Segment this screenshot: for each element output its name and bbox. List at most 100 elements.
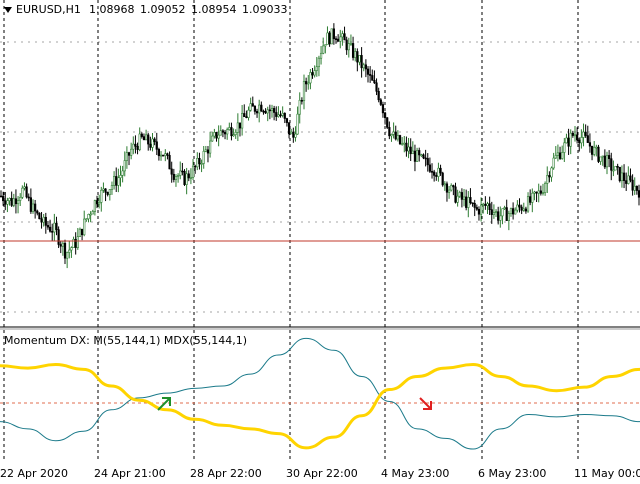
candle-body	[313, 70, 316, 76]
candle-body	[281, 112, 284, 116]
candle-body	[213, 132, 216, 137]
x-axis-label: 6 May 23:00	[478, 467, 546, 480]
candle-body	[66, 252, 69, 259]
candle-body	[215, 132, 218, 139]
x-axis-label: 4 May 23:00	[381, 467, 449, 480]
candle-body	[578, 139, 581, 144]
candle-body	[413, 150, 417, 162]
candle-body	[450, 185, 453, 191]
candle-body	[74, 238, 77, 248]
candle-body	[292, 131, 295, 138]
candle-body	[409, 146, 412, 155]
candle-body	[548, 175, 551, 178]
candle-body	[179, 170, 182, 176]
candle-body	[217, 134, 220, 139]
candle-body	[2, 195, 5, 202]
candle-body	[576, 134, 579, 141]
candle-body	[57, 229, 60, 245]
candle-body	[130, 148, 133, 156]
candle-body	[140, 133, 143, 137]
momentum-line	[0, 363, 640, 450]
candle-body	[262, 110, 265, 113]
candle-body	[330, 28, 333, 45]
candle-body	[492, 212, 496, 215]
candle-body	[488, 203, 491, 210]
candle-body	[159, 154, 163, 157]
candle-body	[319, 52, 323, 59]
candle-body	[546, 175, 549, 184]
candle-body	[211, 135, 214, 142]
candle-body	[339, 36, 342, 42]
candle-body	[209, 140, 212, 154]
candle-body	[471, 202, 474, 204]
candle-body	[25, 186, 28, 198]
candle-body	[341, 33, 344, 38]
candle-body	[337, 38, 340, 42]
candle-body	[194, 165, 197, 168]
candle-body	[430, 171, 434, 173]
candle-body	[424, 157, 427, 160]
candle-body	[243, 113, 246, 117]
candle-body	[396, 135, 399, 140]
candle-body	[503, 207, 506, 210]
candle-body	[223, 132, 227, 135]
buy-arrow-icon	[157, 397, 171, 411]
candle-body	[251, 103, 254, 107]
candle-body	[236, 122, 239, 133]
candle-body	[563, 142, 566, 153]
candle-body	[70, 247, 73, 251]
quote-close: 1.09033	[242, 3, 288, 16]
candle-body	[452, 185, 455, 188]
candle-body	[443, 183, 446, 186]
candle-body	[275, 112, 278, 117]
candle-body	[93, 200, 96, 212]
triangle-down-icon[interactable]	[4, 7, 12, 13]
indicator-label: Momentum DX: M(55,144,1) MDX(55,144,1)	[4, 334, 247, 347]
candle-body	[61, 242, 64, 247]
candle-body	[456, 195, 459, 203]
candle-body	[383, 112, 387, 119]
candle-body	[234, 131, 237, 135]
candle-body	[580, 137, 583, 144]
candle-body	[569, 132, 572, 147]
candle-body	[375, 82, 378, 92]
candle-body	[595, 146, 598, 149]
candle-body	[603, 155, 606, 168]
candle-body	[433, 171, 436, 176]
candle-body	[112, 176, 116, 186]
candle-body	[494, 211, 498, 213]
candle-body	[422, 154, 425, 159]
candle-body	[48, 226, 52, 232]
candle-body	[298, 99, 301, 115]
candle-body	[294, 133, 297, 138]
candle-body	[377, 90, 380, 101]
candle-body	[80, 228, 84, 236]
candle-body	[518, 204, 521, 208]
candle-body	[4, 200, 7, 205]
candle-body	[625, 180, 628, 184]
candle-body	[392, 131, 395, 135]
x-axis-label: 30 Apr 22:00	[286, 467, 358, 480]
candle-body	[228, 127, 231, 130]
candle-body	[418, 150, 421, 156]
candle-body	[168, 155, 171, 170]
candle-body	[537, 190, 540, 194]
candle-body	[599, 156, 602, 162]
candle-body	[255, 111, 259, 114]
candle-body	[290, 131, 293, 135]
candle-body	[439, 167, 442, 174]
sell-arrow-icon	[419, 397, 432, 410]
candle-body	[608, 155, 611, 159]
candle-body	[19, 196, 22, 201]
candle-body	[268, 109, 271, 112]
candle-body	[245, 116, 248, 118]
candle-body	[27, 196, 30, 199]
candle-body	[394, 131, 397, 140]
candle-body	[279, 114, 282, 117]
quote-high: 1.09052	[140, 3, 186, 16]
candle-body	[573, 134, 577, 137]
candle-body	[620, 172, 624, 182]
candle-body	[36, 210, 39, 214]
